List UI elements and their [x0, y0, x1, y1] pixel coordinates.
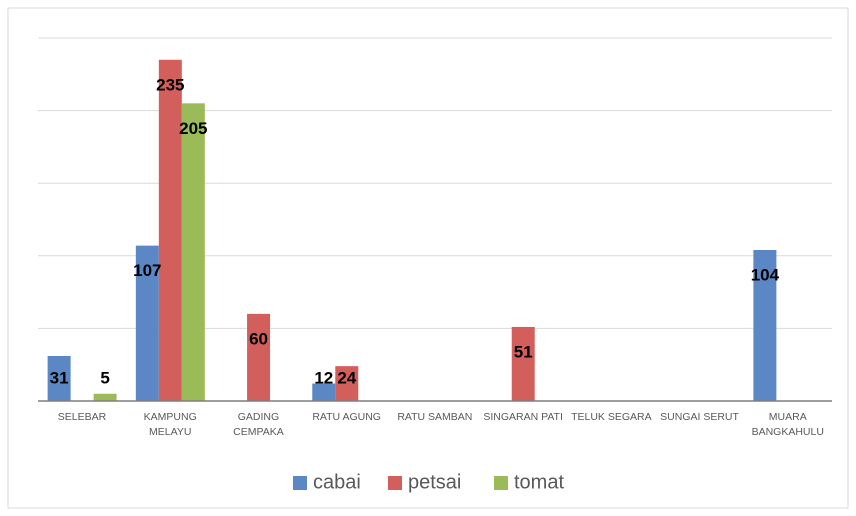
- data-label: 107: [133, 261, 161, 280]
- x-tick-label: KAMPUNG MELAYU: [143, 411, 197, 438]
- x-tick-label: SUNGAI SERUT: [660, 411, 739, 423]
- bar: [511, 326, 535, 401]
- bar: [93, 393, 117, 401]
- x-tick-label: MUARA BANGKAHULU: [751, 411, 824, 438]
- legend-label: cabai: [313, 471, 361, 493]
- data-label: 205: [179, 119, 207, 138]
- x-tick-label: RATU AGUNG: [312, 411, 381, 423]
- bar: [181, 103, 205, 401]
- legend-swatch: [293, 476, 307, 490]
- data-label: 104: [751, 265, 780, 284]
- data-label: 24: [337, 368, 356, 387]
- x-tick-label: SINGARAN PATI: [483, 411, 563, 423]
- legend-label: petsai: [408, 471, 461, 493]
- x-tick-label: SELEBAR: [57, 411, 107, 423]
- bar: [135, 245, 159, 401]
- bar: [335, 366, 359, 401]
- bar: [753, 249, 777, 401]
- x-tick-label: TELUK SEGARA: [571, 411, 652, 423]
- bar: [312, 383, 336, 401]
- data-label: 5: [100, 368, 109, 387]
- bar: [158, 59, 182, 401]
- bar: [47, 355, 71, 401]
- bar: [247, 313, 271, 401]
- legend-swatch: [494, 476, 508, 490]
- legend-swatch: [388, 476, 402, 490]
- x-tick-label: RATU SAMBAN: [397, 411, 473, 423]
- data-label: 60: [249, 329, 268, 348]
- data-label: 235: [156, 75, 184, 94]
- x-tick-label: GADING CEMPAKA: [233, 411, 284, 438]
- data-label: 51: [514, 342, 533, 361]
- data-label: 12: [314, 368, 333, 387]
- legend-label: tomat: [514, 471, 564, 493]
- data-label: 31: [50, 368, 69, 387]
